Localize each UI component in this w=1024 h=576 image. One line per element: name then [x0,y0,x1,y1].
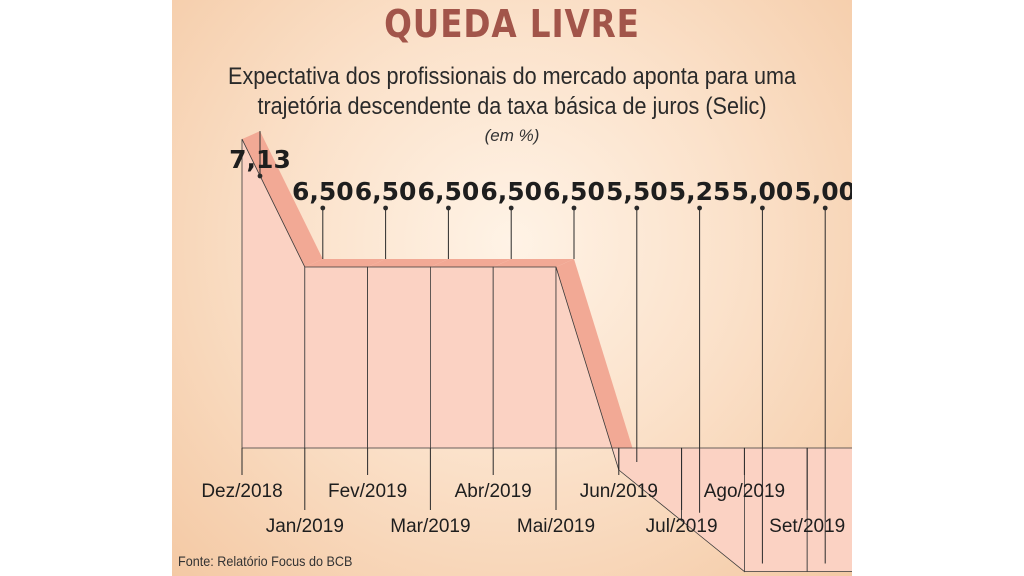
date-label: Mar/2019 [390,516,470,537]
value-label: 6,50 [418,177,480,206]
area-segment [681,447,745,573]
value-label: 5,00 [732,177,794,206]
area-top-band [367,259,449,267]
area-segment [744,447,808,572]
date-label: Jun/2019 [580,481,658,502]
value-label: 5,00 [794,177,852,206]
date-label: Fev/2019 [328,481,407,502]
area-top-band [493,259,574,267]
date-label: Jul/2019 [646,516,718,537]
chart-subtitle-line-2: trajetória descendente da taxa básica de… [257,93,767,120]
area-segment [429,266,494,449]
date-label: Ago/2019 [704,481,785,502]
value-marker-dot [508,205,514,211]
source-note: Fonte: Relatório Focus do BCB [178,553,353,569]
value-label: 6,50 [480,177,542,206]
value-label: 6,50 [292,177,354,206]
value-label: 6,50 [355,177,417,206]
area-top-band [556,259,637,470]
area-segment [367,266,431,449]
value-marker-dot [760,205,765,211]
value-marker-dot [320,205,326,211]
value-marker-dot [634,205,640,211]
value-marker-dot [822,205,828,211]
area-segment [492,266,557,449]
value-marker-dot [257,173,263,179]
date-label: Abr/2019 [455,481,532,502]
area-segment [304,266,369,449]
chart-subtitle-line-1: Expectativa dos profissionais do mercado… [228,63,796,90]
area-top-band [430,259,512,267]
value-marker-dot [446,205,451,211]
date-label: Dez/2018 [201,481,282,502]
value-marker-dot [383,205,388,211]
area-chart: 7,13 Dez/2018 6,50 Jan/2019 6,50 Fev/2019 6,50… [201,131,852,573]
date-label: Mai/2019 [517,516,595,537]
date-label: Set/2019 [769,516,845,537]
value-label: 5,50 [606,177,668,206]
value-label: 6,50 [543,177,605,206]
date-label: Jan/2019 [266,516,344,537]
area-top-band [304,259,386,267]
area-segment [806,447,852,572]
area-top-band [242,131,323,267]
unit-label: (em %) [484,126,540,145]
value-label: 5,25 [669,177,731,206]
value-marker-dot [697,205,702,211]
value-marker-dot [571,205,577,211]
area-segment [555,266,620,471]
value-label: 7,13 [229,145,291,174]
infographic-panel: QUEDA LIVRE Expectativa dos profissionai… [172,0,852,576]
chart-title: QUEDA LIVRE [384,2,640,46]
